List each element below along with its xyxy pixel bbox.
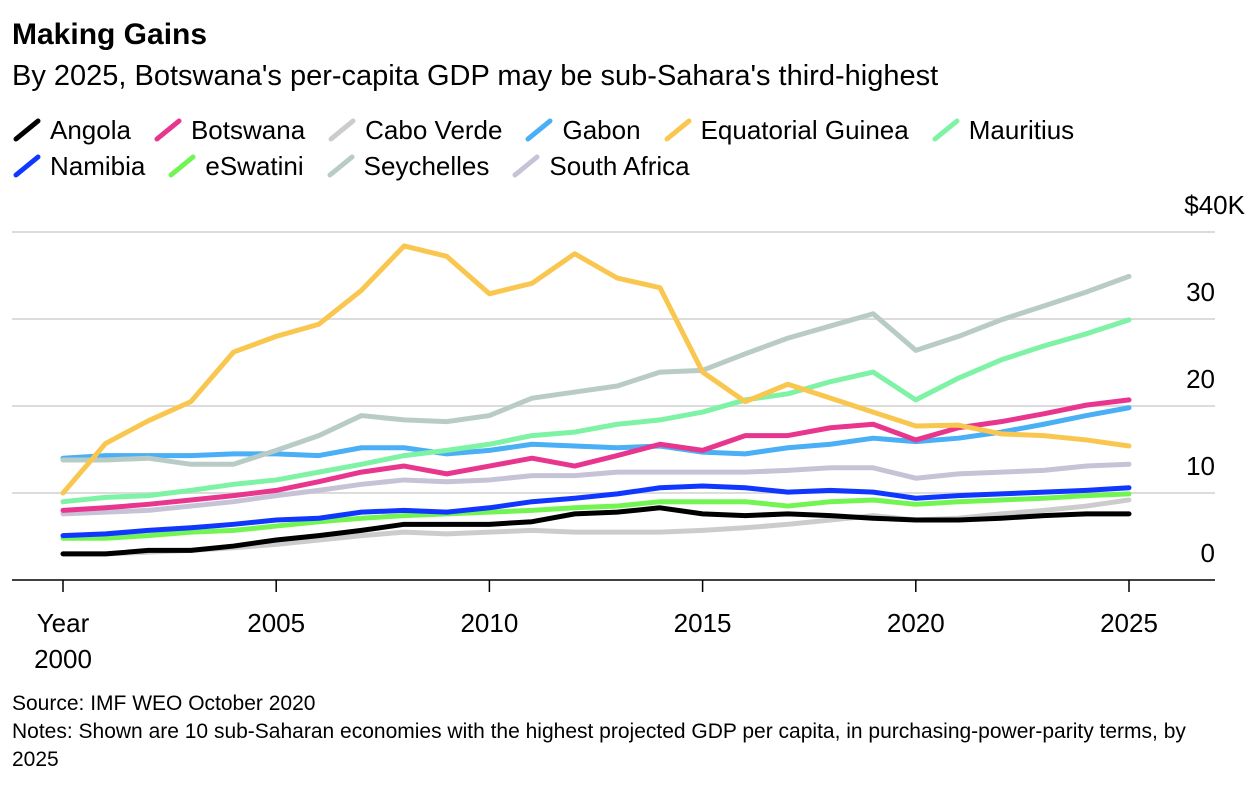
notes: Notes: Shown are 10 sub-Saharan economie… [12,720,1186,771]
legend-label: Gabon [562,114,641,145]
series-line-angola [60,505,1132,557]
legend-item: Botswana [153,115,305,146]
legend-row: Angola Botswana Cabo Verde Gabon Equatorial … [12,112,1232,148]
legend-item: Cabo Verde [327,115,502,146]
legend-swatch-icon [13,118,41,142]
y-tick-label: 30 [1186,277,1215,307]
legend-swatch-icon [328,118,356,142]
legend-label: Seychelles [363,150,490,181]
legend-item: Seychelles [326,150,490,182]
legend-swatch-icon [525,118,553,142]
legend-item: Namibia [12,151,145,182]
y-tick-label: 0 [1201,538,1215,568]
legend-item: Gabon [524,114,641,146]
x-tick-label: 2025 [1100,608,1158,638]
legend-label: Angola [50,114,131,145]
legend-swatch-icon [932,118,960,142]
series-line-south-africa [60,461,1132,517]
chart-title: Making Gains [12,18,208,51]
series-line-namibia [60,483,1132,539]
source-note: Source: IMF WEO October 2020 [12,692,316,715]
x-tick-label: 2000 [34,644,92,674]
legend-label: Mauritius [968,114,1075,145]
legend-item: eSwatini [167,150,304,182]
legend-item: Mauritius [931,115,1074,146]
chart-subtitle: By 2025, Botswana's per-capita GDP may b… [12,60,939,92]
legend-row: Namibia eSwatini Seychelles South Africa [12,148,1232,184]
legend: Angola Botswana Cabo Verde Gabon Equatorial … [12,112,1232,184]
series-line-mauritius [60,317,1132,505]
series-line-equatorial-guinea [60,243,1132,496]
x-tick-label: 2020 [887,608,945,638]
legend-swatch-icon [512,154,540,178]
y-tick-label: 20 [1186,364,1215,394]
line-chart: 0 10 20 30 $40K Year 2000 2005 2010 2015 2020 2025 [12,190,1246,674]
legend-label: South Africa [549,150,690,181]
legend-label: Botswana [190,114,306,145]
x-tick-label: 2005 [247,608,305,638]
legend-label: Equatorial Guinea [700,114,909,145]
legend-swatch-icon [327,154,355,178]
y-tick-label: 10 [1186,451,1215,481]
legend-item: South Africa [511,150,690,182]
legend-swatch-icon [168,154,196,178]
series-line-gabon [60,405,1132,461]
series-line-eswatini [60,491,1132,541]
legend-swatch-icon [154,118,182,142]
legend-label: Namibia [50,150,146,181]
legend-swatch-icon [13,154,41,178]
legend-swatch-icon [664,118,692,142]
legend-item: Angola [12,115,131,146]
legend-label: Cabo Verde [365,114,503,145]
series-line-seychelles [60,273,1132,467]
x-tick-label: 2010 [460,608,518,638]
x-tick-label: 2015 [674,608,732,638]
legend-label: eSwatini [205,150,304,181]
x-tick-label: Year [37,608,90,638]
series-line-botswana [60,397,1132,513]
legend-item: Equatorial Guinea [663,115,909,146]
y-tick-label: $40K [1184,190,1245,220]
